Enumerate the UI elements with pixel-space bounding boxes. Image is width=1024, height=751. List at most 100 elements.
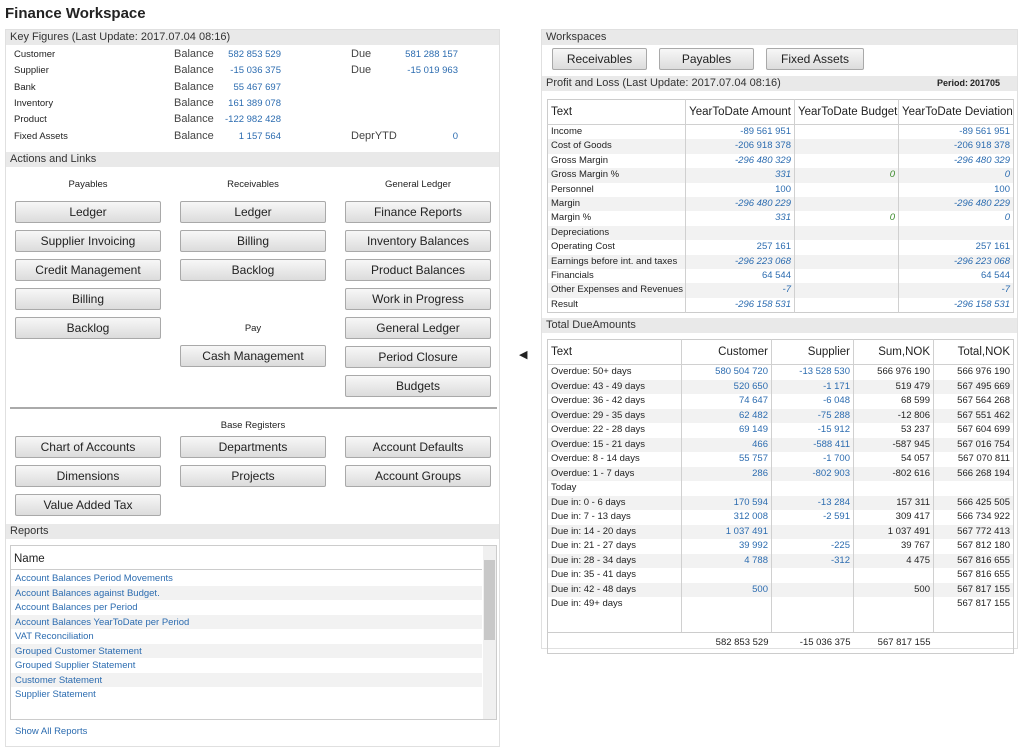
action-button[interactable]: Billing — [180, 230, 326, 252]
cell-value: 567 495 669 — [933, 379, 1014, 394]
report-link[interactable]: Account Balances YearToDate per Period — [15, 616, 190, 628]
report-row: Customer Statement — [11, 672, 482, 687]
workspace-button[interactable]: Receivables — [552, 48, 647, 70]
workspace-button[interactable]: Fixed Assets — [766, 48, 864, 70]
right-panel — [541, 29, 1018, 649]
cell-value: 331 — [685, 211, 795, 226]
table-row: Due in: 49+ days 567 817 155 — [547, 597, 1014, 612]
cell-value: 519 479 — [853, 379, 934, 394]
action-button[interactable]: General Ledger — [345, 317, 491, 339]
column-header: Customer — [681, 339, 772, 365]
action-button[interactable]: Departments — [180, 436, 326, 458]
report-row: Supplier Statement — [11, 687, 482, 702]
cell-value — [794, 153, 899, 169]
left-panel — [5, 29, 500, 747]
cell-value: 68 599 — [853, 394, 934, 409]
scroll-thumb[interactable] — [484, 560, 495, 640]
row-label: Gross Margin — [547, 153, 686, 169]
kf-type: Balance — [174, 113, 214, 126]
row-label: Result — [547, 297, 686, 313]
kf-value: 161 389 078 — [228, 97, 281, 109]
action-button[interactable]: Ledger — [15, 201, 161, 223]
action-button[interactable]: Projects — [180, 465, 326, 487]
report-link[interactable]: Account Balances Period Movements — [15, 573, 173, 584]
period-label: Period: — [937, 78, 969, 88]
cell-value — [681, 481, 772, 496]
cell-value: 54 057 — [853, 452, 934, 467]
cell-value: -802 903 — [771, 466, 854, 481]
table-row: Due in: 21 - 27 days 39 992 -225 39 767 567 … — [547, 539, 1014, 554]
cell-value: -296 223 068 — [685, 254, 795, 270]
action-button[interactable]: Work in Progress — [345, 288, 491, 310]
table-row: Due in: 35 - 41 days 567 816 655 — [547, 568, 1014, 583]
action-button[interactable]: Value Added Tax — [15, 494, 161, 516]
column-header: Text — [547, 339, 682, 365]
cell-value: -296 158 531 — [898, 297, 1014, 313]
report-row: Account Balances per Period — [11, 600, 482, 615]
cell-value — [771, 524, 854, 539]
workspace-button[interactable]: Payables — [659, 48, 754, 70]
action-button[interactable]: Ledger — [180, 201, 326, 223]
kf-label: Bank — [14, 81, 36, 93]
cell-value: -1 700 — [771, 452, 854, 467]
cell-value: -588 411 — [771, 437, 854, 452]
section-header: Actions and Links — [6, 152, 499, 167]
action-button[interactable]: Finance Reports — [345, 201, 491, 223]
show-all-link[interactable]: Show All Reports — [15, 726, 88, 737]
section-header: Profit and Loss (Last Update: 2017.07.04… — [542, 76, 1017, 91]
action-button[interactable]: Cash Management — [180, 345, 326, 367]
report-link[interactable]: Grouped Supplier Statement — [15, 660, 136, 671]
action-button[interactable]: Credit Management — [15, 259, 161, 281]
spacer-cell — [853, 611, 934, 633]
report-link[interactable]: Grouped Customer Statement — [15, 645, 142, 657]
row-label: Due in: 49+ days — [547, 597, 682, 612]
kf-label: Customer — [14, 49, 56, 60]
cell-value — [794, 139, 899, 154]
header-row: Text YearToDate Amount YearToDate Budget Ye… — [547, 99, 1014, 125]
spacer-cell — [771, 611, 854, 633]
cell-value: 0 — [794, 211, 899, 226]
cell-value: 74 647 — [681, 394, 772, 409]
report-link[interactable]: Account Balances against Budget. — [15, 587, 160, 599]
row-label: Depreciations — [547, 225, 686, 241]
column-heading: Pay — [244, 323, 262, 334]
action-button[interactable]: Budgets — [345, 375, 491, 397]
cell-value: 567 564 268 — [933, 394, 1014, 409]
row-label: Due in: 28 - 34 days — [547, 553, 682, 568]
action-button[interactable]: Chart of Accounts — [15, 436, 161, 458]
report-link[interactable]: Supplier Statement — [15, 689, 96, 700]
action-button[interactable]: Backlog — [180, 259, 326, 281]
row-label: Cost of Goods — [547, 139, 686, 154]
cell-value — [898, 225, 1014, 241]
section-header: Workspaces — [542, 30, 1017, 45]
row-label: Due in: 0 - 6 days — [547, 495, 682, 510]
action-button[interactable]: Supplier Invoicing — [15, 230, 161, 252]
column-header: Supplier — [771, 339, 854, 365]
column-heading: Receivables — [227, 179, 279, 190]
cell-value: 309 417 — [853, 510, 934, 525]
kf-type: Balance — [174, 48, 214, 60]
report-row: VAT Reconciliation — [11, 629, 482, 644]
action-button[interactable]: Billing — [15, 288, 161, 310]
column-header: Text — [547, 99, 686, 125]
cell-value: 53 237 — [853, 423, 934, 438]
action-button[interactable]: Inventory Balances — [345, 230, 491, 252]
collapse-arrow[interactable]: ◀ — [519, 349, 528, 361]
cell-value: 580 504 720 — [681, 364, 772, 380]
kf-value: -122 982 428 — [225, 114, 281, 126]
action-button[interactable]: Account Groups — [345, 465, 491, 487]
report-link[interactable]: Account Balances per Period — [15, 602, 138, 613]
report-link[interactable]: VAT Reconciliation — [15, 631, 94, 642]
action-button[interactable]: Account Defaults — [345, 436, 491, 458]
table-row: Gross Margin % 331 0 0 — [547, 168, 1014, 183]
table-row: Overdue: 1 - 7 days 286 -802 903 -802 616 56… — [547, 466, 1014, 481]
cell-value — [794, 240, 899, 255]
action-button[interactable]: Product Balances — [345, 259, 491, 281]
action-button[interactable]: Backlog — [15, 317, 161, 339]
cell-value — [771, 597, 854, 612]
reports-list: Name Account Balances Period Movements Acc… — [10, 545, 497, 720]
report-link[interactable]: Customer Statement — [15, 674, 103, 686]
cell-value: 100 — [685, 182, 795, 198]
action-button[interactable]: Period Closure — [345, 346, 491, 368]
action-button[interactable]: Dimensions — [15, 465, 161, 487]
